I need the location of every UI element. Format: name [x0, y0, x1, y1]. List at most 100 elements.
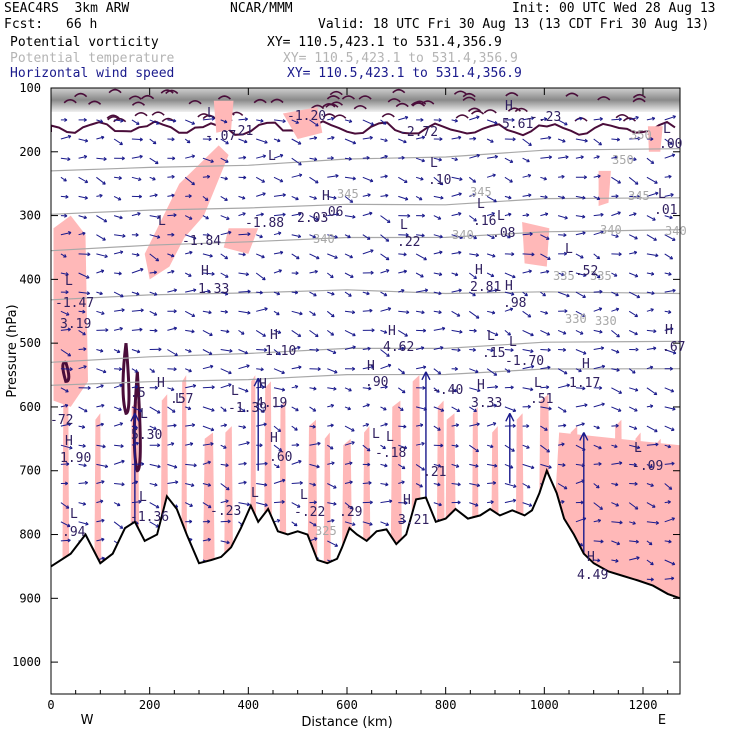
- pv-extremum-label: -1.36: [130, 510, 169, 525]
- wind-vector-head: [599, 385, 603, 390]
- wind-vector-head: [82, 501, 87, 506]
- wind-vector: [291, 213, 302, 217]
- pv-extremum-label: L: [372, 427, 380, 442]
- wind-vector: [557, 195, 565, 199]
- y-tick-label: 700: [19, 464, 41, 478]
- wind-vector: [469, 349, 476, 351]
- wind-vector-head: [424, 288, 429, 293]
- wind-vector-head: [655, 520, 659, 525]
- wind-vector-head: [439, 137, 443, 142]
- wind-vector: [646, 234, 657, 241]
- pv-shaded-column: [323, 432, 331, 599]
- wind-vector-head: [615, 558, 619, 563]
- pv-strong-contour: [381, 113, 395, 118]
- wind-vector-head: [67, 327, 71, 332]
- wind-vector-head: [277, 138, 281, 143]
- wind-vector-head: [276, 464, 280, 468]
- pv-extremum-label: 4.49: [577, 568, 608, 583]
- wind-vector: [327, 462, 335, 465]
- wind-vector-head: [211, 271, 215, 276]
- wind-vector-head: [331, 313, 335, 318]
- wind-vector-head: [333, 386, 337, 391]
- wind-vector: [469, 234, 477, 239]
- pv-extremum-label: H: [157, 376, 165, 391]
- wind-vector: [131, 138, 143, 141]
- wind-vector: [202, 196, 209, 201]
- wind-vector: [380, 291, 388, 297]
- wind-vector: [451, 349, 461, 351]
- wind-vector: [78, 463, 87, 467]
- wind-vector-head: [259, 290, 263, 295]
- wind-vector: [540, 270, 550, 274]
- wind-vector-head: [352, 522, 356, 526]
- wind-vector: [291, 195, 299, 200]
- wind-vector: [646, 405, 653, 408]
- wind-vector-head: [596, 155, 600, 159]
- pv-strong-contour: [160, 89, 174, 94]
- wind-vector: [593, 483, 600, 489]
- wind-vector-head: [193, 288, 197, 293]
- wind-vector-head: [173, 326, 178, 331]
- wind-vector: [593, 347, 604, 350]
- pv-strong-contour: [467, 107, 482, 112]
- wind-vector-head: [119, 383, 123, 388]
- wind-vector: [433, 176, 444, 186]
- wind-vector: [149, 194, 158, 197]
- wind-vector-head: [299, 311, 303, 316]
- wind-vector-head: [386, 353, 390, 357]
- wind-vector-head: [494, 332, 499, 337]
- wind-vector: [451, 483, 461, 486]
- pv-extremum-label: -1.84: [182, 234, 221, 249]
- theta-contour-label: 345: [337, 187, 359, 201]
- wind-vector-head: [313, 196, 317, 200]
- wind-vector-head: [419, 423, 424, 428]
- wind-vector: [78, 253, 91, 255]
- wind-vector-head: [371, 328, 375, 333]
- wind-vector-head: [173, 309, 177, 314]
- wind-vector: [451, 272, 459, 276]
- wind-vector-head: [223, 119, 228, 124]
- wind-vector-head: [477, 388, 481, 393]
- wind-vector: [646, 308, 654, 312]
- wind-vector: [344, 310, 355, 313]
- pv-strong-contour: [197, 113, 211, 118]
- wind-vector: [96, 253, 108, 258]
- pv-extremum-label: H: [65, 434, 73, 449]
- wind-vector: [149, 215, 161, 218]
- wind-vector: [220, 424, 227, 427]
- wind-vector-head: [229, 348, 233, 353]
- wind-vector-head: [546, 332, 551, 336]
- wind-vector-head: [158, 347, 162, 352]
- wind-vector: [327, 213, 339, 217]
- wind-vector-head: [277, 428, 282, 432]
- model-label: SEAC4RS 3km ARW: [4, 1, 130, 16]
- wind-vector-head: [401, 389, 406, 394]
- wind-vector: [238, 387, 249, 392]
- x-end-label-west: W: [81, 713, 94, 728]
- wind-vector-head: [672, 288, 676, 293]
- wind-vector: [398, 347, 405, 350]
- wind-vector: [540, 329, 550, 336]
- wind-vector-head: [63, 178, 67, 182]
- wind-vector-head: [118, 271, 122, 276]
- wind-vector: [60, 328, 71, 331]
- wind-vector-head: [634, 408, 638, 412]
- wind-vector-head: [458, 288, 462, 293]
- wind-vector-head: [562, 347, 567, 352]
- wind-vector-head: [102, 181, 106, 185]
- wind-vector-head: [509, 307, 514, 312]
- pv-strong-contour: [88, 100, 102, 105]
- wind-vector-head: [242, 425, 247, 429]
- wind-vector: [238, 272, 249, 275]
- wind-vector-head: [650, 483, 654, 487]
- wind-vector: [96, 444, 106, 448]
- wind-vector: [451, 193, 462, 197]
- wind-vector: [114, 368, 122, 370]
- wind-vector: [309, 521, 317, 527]
- wind-vector: [451, 463, 460, 468]
- wind-vector-head: [279, 153, 284, 158]
- wind-vector: [167, 214, 177, 217]
- wind-vector-head: [157, 443, 161, 448]
- wind-vector: [540, 386, 549, 389]
